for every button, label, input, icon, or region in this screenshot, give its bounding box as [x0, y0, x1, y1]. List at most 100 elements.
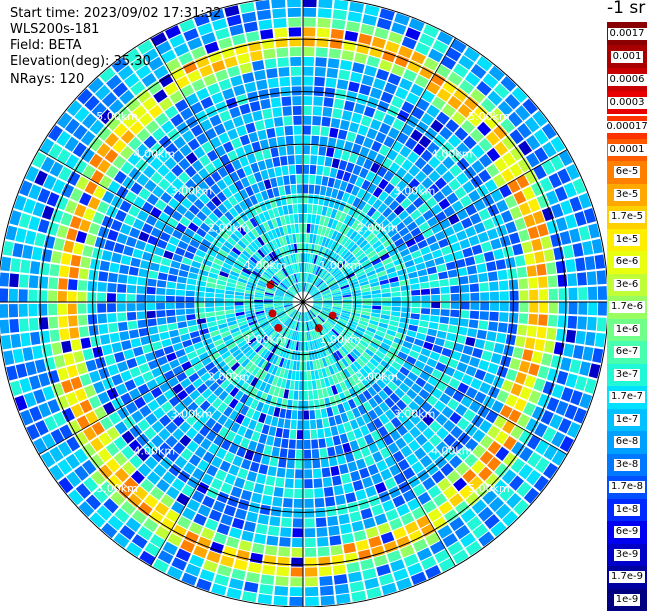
beam-cell	[277, 418, 284, 428]
beam-cell	[79, 326, 89, 337]
beam-cell	[35, 359, 46, 373]
beam-cell	[478, 232, 489, 243]
beam-cell	[252, 60, 264, 71]
beam-cell	[303, 116, 311, 125]
beam-cell	[481, 241, 492, 252]
beam-cell	[402, 296, 411, 301]
beam-cell	[287, 459, 295, 468]
beam-cell	[293, 106, 302, 115]
beam-cell	[256, 80, 267, 91]
beam-cell	[563, 245, 574, 259]
beam-cell	[1, 335, 12, 350]
beam-cell	[284, 419, 291, 428]
beam-cell	[303, 0, 317, 7]
beam-cell	[320, 448, 328, 458]
beam-cell	[308, 391, 313, 400]
beam-cell	[274, 487, 284, 497]
beam-cell	[224, 505, 236, 517]
beam-cell	[327, 447, 335, 457]
beam-cell	[283, 175, 290, 184]
beam-cell	[268, 78, 279, 88]
beam-cell	[108, 364, 119, 376]
beam-cell	[532, 351, 543, 364]
beam-cell	[451, 294, 460, 301]
beam-cell	[303, 175, 309, 184]
beam-cell	[10, 258, 20, 272]
beam-cell	[265, 158, 273, 168]
beam-cell	[297, 352, 300, 361]
beam-cell	[317, 156, 324, 166]
near-field-echo	[269, 310, 277, 318]
beam-cell	[343, 483, 353, 494]
beam-cell	[340, 524, 352, 535]
beam-cell	[538, 314, 548, 325]
beam-cell	[280, 448, 288, 458]
beam-cell	[80, 257, 90, 268]
beam-cell	[528, 277, 538, 288]
beam-cell	[58, 278, 68, 289]
beam-cell	[291, 420, 297, 429]
beam-cell	[333, 435, 341, 445]
beam-cell	[303, 106, 312, 115]
beam-cell	[265, 58, 277, 68]
beam-cell	[525, 337, 536, 349]
beam-cell	[252, 543, 265, 554]
beam-cell	[117, 233, 128, 244]
beam-cell	[262, 565, 275, 575]
beam-cell	[59, 328, 69, 340]
beam-cell	[481, 350, 492, 361]
beam-cell	[568, 302, 577, 314]
beam-cell	[305, 538, 316, 547]
beam-cell	[135, 240, 146, 250]
beam-cell	[88, 314, 98, 324]
beam-cell	[331, 29, 344, 39]
beam-cell	[527, 265, 537, 276]
beam-cell	[412, 296, 421, 301]
beam-cell	[459, 276, 469, 284]
beam-cell	[359, 84, 371, 95]
beam-cell	[186, 291, 195, 297]
beam-cell	[351, 113, 362, 124]
beam-cell	[156, 310, 165, 317]
beam-cell	[49, 264, 59, 276]
beam-cell	[179, 327, 189, 334]
beam-cell	[490, 302, 499, 311]
range-ring-label: 2.00km	[208, 370, 250, 383]
colorbar-tick-label: 0.0001	[608, 144, 647, 156]
beam-cell	[273, 596, 287, 606]
beam-cell	[529, 302, 538, 313]
beam-cell	[285, 479, 294, 488]
beam-cell	[261, 170, 269, 180]
beam-cell	[259, 584, 273, 594]
beam-cell	[314, 185, 320, 194]
beam-cell	[290, 577, 303, 586]
beam-cell	[262, 149, 271, 159]
beam-cell	[566, 330, 576, 343]
beam-cell	[331, 118, 341, 128]
beam-cell	[587, 271, 597, 285]
beam-cell	[291, 567, 303, 576]
colorbar-tick-label: 1.7e-6	[609, 301, 645, 313]
beam-cell	[265, 545, 277, 555]
beam-cell	[19, 289, 28, 302]
beam-cell	[270, 178, 277, 188]
beam-cell	[87, 292, 96, 302]
beam-cell	[232, 518, 244, 529]
beam-cell	[484, 373, 496, 385]
colorbar-swatch: 1.7e-5	[607, 206, 647, 229]
beam-cell	[231, 486, 242, 497]
beam-cell	[327, 516, 338, 526]
beam-cell	[310, 155, 317, 164]
beam-cell	[108, 323, 118, 333]
beam-cell	[166, 289, 175, 296]
beam-cell	[227, 15, 242, 27]
beam-cell	[352, 62, 365, 73]
beam-cell	[297, 243, 300, 252]
beam-cell	[154, 247, 165, 256]
colorbar-tick-label: 1e-9	[614, 594, 641, 606]
beam-cell	[449, 317, 459, 325]
colorbar-swatch: 6e-8	[607, 431, 647, 454]
beam-cell	[279, 186, 286, 196]
beam-cell	[255, 0, 270, 10]
beam-cell	[102, 344, 113, 355]
